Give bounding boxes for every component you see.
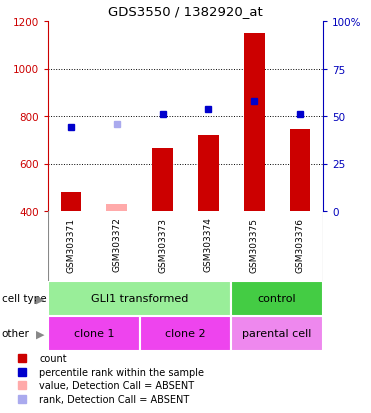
Text: ▶: ▶ — [36, 329, 45, 339]
Text: GSM303376: GSM303376 — [296, 217, 305, 272]
Bar — [139, 316, 232, 351]
Text: GSM303372: GSM303372 — [112, 217, 121, 272]
Text: control: control — [258, 294, 296, 304]
Text: parental cell: parental cell — [243, 329, 312, 339]
Text: GDS3550 / 1382920_at: GDS3550 / 1382920_at — [108, 5, 263, 18]
Text: GSM303375: GSM303375 — [250, 217, 259, 272]
Bar — [48, 316, 139, 351]
Text: cell type: cell type — [2, 294, 46, 304]
Bar — [290, 130, 311, 211]
Bar — [232, 281, 323, 316]
Text: GSM303371: GSM303371 — [66, 217, 75, 272]
Text: rank, Detection Call = ABSENT: rank, Detection Call = ABSENT — [39, 394, 190, 404]
Text: ▶: ▶ — [36, 294, 45, 304]
Text: percentile rank within the sample: percentile rank within the sample — [39, 367, 204, 377]
Text: other: other — [2, 329, 30, 339]
Text: GSM303373: GSM303373 — [158, 217, 167, 272]
Bar — [106, 204, 127, 211]
Bar — [48, 281, 232, 316]
Bar — [198, 136, 219, 211]
Text: GLI1 transformed: GLI1 transformed — [91, 294, 188, 304]
Text: clone 1: clone 1 — [73, 329, 114, 339]
Bar — [244, 34, 265, 211]
Text: clone 2: clone 2 — [165, 329, 206, 339]
Bar — [152, 149, 173, 211]
Bar — [60, 192, 81, 211]
Text: count: count — [39, 354, 67, 363]
Text: value, Detection Call = ABSENT: value, Detection Call = ABSENT — [39, 380, 194, 391]
Bar — [232, 316, 323, 351]
Text: GSM303374: GSM303374 — [204, 217, 213, 272]
